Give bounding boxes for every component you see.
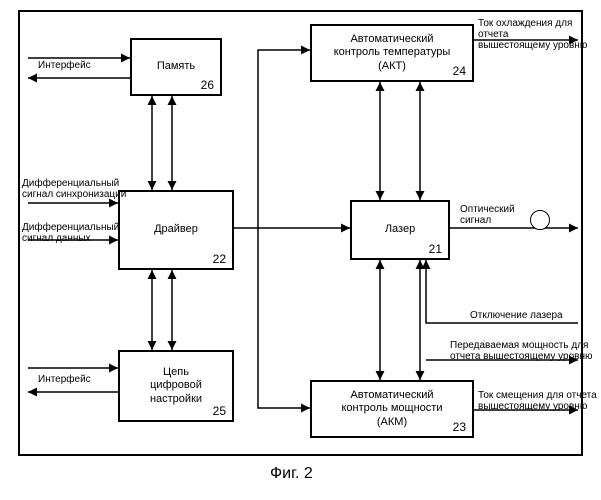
block-dtune-title: Цепь цифровой настройки (150, 366, 202, 406)
block-memory-num: 26 (201, 78, 214, 92)
block-dtune-num: 25 (213, 404, 226, 418)
block-driver-num: 22 (213, 252, 226, 266)
label-laser-off: Отключение лазера (470, 310, 563, 321)
label-optical: Оптический сигнал (460, 204, 515, 226)
label-diff-sync: Дифференциальный сигнал синхронизации (22, 178, 126, 200)
block-akt-num: 24 (453, 64, 466, 78)
figure-caption: Фиг. 2 (270, 465, 313, 483)
block-akm: Автоматический контроль мощности (АКМ) 2… (310, 380, 474, 438)
optical-coil-icon (530, 210, 550, 230)
label-diff-data: Дифференциальный сигнал данных (22, 222, 119, 244)
block-memory: Память 26 (130, 38, 222, 96)
block-memory-title: Память (157, 60, 195, 73)
block-driver: Драйвер 22 (118, 190, 234, 270)
label-interface-bottom: Интерфейс (38, 374, 91, 385)
block-akm-num: 23 (453, 420, 466, 434)
label-interface-top: Интерфейс (38, 60, 91, 71)
block-driver-title: Драйвер (154, 223, 198, 236)
block-laser: Лазер 21 (350, 200, 450, 260)
label-bias: Ток смещения для отчета вышестоящему уро… (478, 390, 597, 412)
block-akm-title: Автоматический контроль мощности (АКМ) (342, 389, 443, 429)
block-laser-title: Лазер (385, 223, 415, 236)
block-akt: Автоматический контроль температуры (АКТ… (310, 24, 474, 82)
label-tx-power: Передаваемая мощность для отчета вышесто… (450, 340, 593, 362)
label-cooling: Ток охлаждения для отчета вышестоящему у… (478, 18, 601, 51)
diagram-canvas: Память 26 Драйвер 22 Цепь цифровой настр… (0, 0, 601, 500)
block-laser-num: 21 (429, 242, 442, 256)
block-akt-title: Автоматический контроль температуры (АКТ… (334, 33, 451, 73)
block-dtune: Цепь цифровой настройки 25 (118, 350, 234, 422)
